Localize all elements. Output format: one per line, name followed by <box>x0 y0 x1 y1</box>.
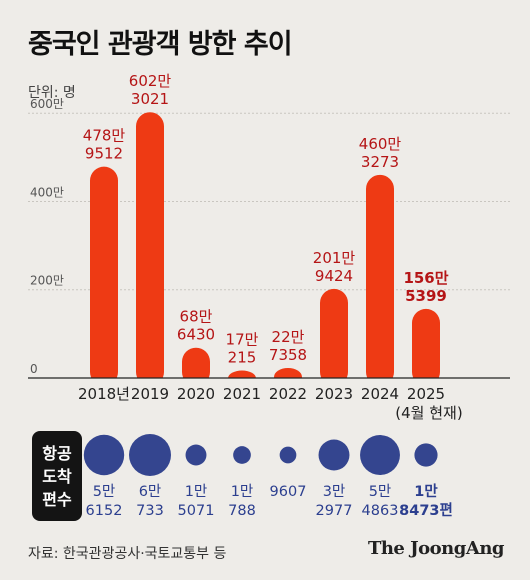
flight-value-label: 788 <box>228 503 256 519</box>
bar <box>136 112 164 387</box>
source-note: 자료: 한국관광공사·국토교통부 등 <box>28 546 227 562</box>
flight-circle <box>318 439 350 471</box>
flight-value-label: 1만 <box>185 483 208 500</box>
bar-value-label: 9424 <box>315 267 353 285</box>
flight-circle <box>233 446 251 464</box>
flight-value-label: 1만 <box>231 483 254 500</box>
flights-label-box: 항공 도착 편수 <box>32 431 82 521</box>
flight-circle <box>360 435 400 475</box>
bar-value-label: 602만 <box>129 72 172 90</box>
flight-value-label: 1만 <box>414 483 438 500</box>
bar <box>366 174 394 386</box>
bar-value-label: 478만 <box>83 127 126 145</box>
y-tick-label: 200만 <box>30 274 64 288</box>
flight-circle <box>129 434 171 476</box>
flight-value-label: 3만 <box>323 483 346 500</box>
bar-value-label: 9512 <box>85 145 123 163</box>
flight-value-label: 733 <box>136 503 164 519</box>
flight-value-label: 8473편 <box>399 502 453 519</box>
bar-value-label: 6430 <box>177 326 215 344</box>
x-tick-label: 2022 <box>269 385 307 403</box>
baseline-mask <box>28 378 510 388</box>
x-tick-label: 2024 <box>361 385 399 403</box>
flight-value-label: 6만 <box>139 483 162 500</box>
bar-value-label: 17만 <box>226 330 259 348</box>
bar <box>182 347 210 386</box>
bar-value-label: 3273 <box>361 153 399 171</box>
flight-value-label: 6152 <box>86 503 123 519</box>
x-tick-label: 2018년 <box>78 385 130 403</box>
flight-value-label: 5만 <box>369 483 392 500</box>
bar-value-label: 215 <box>228 348 257 366</box>
flight-circle <box>414 443 438 467</box>
x-tick-label: 2020 <box>177 385 215 403</box>
flights-label-line: 항공 <box>42 443 72 463</box>
y-tick-label: 400만 <box>30 185 64 199</box>
x-tick-label: 2023 <box>315 385 353 403</box>
x-tick-label: 2025 <box>407 385 445 403</box>
flight-value-label: 2977 <box>316 503 353 519</box>
bar <box>90 166 118 386</box>
bar <box>412 308 440 386</box>
x-tick-note: (4월 현재) <box>395 404 462 422</box>
y-tick-label: 600만 <box>30 97 64 111</box>
flight-circle <box>279 446 297 464</box>
publisher-logo: The JoongAng <box>367 538 505 559</box>
bar <box>320 288 348 386</box>
chart-title: 중국인 관광객 방한 추이 <box>28 29 293 60</box>
flights-label-line: 편수 <box>42 489 72 509</box>
y-tick-label: 0 <box>30 362 38 376</box>
bar-value-label: 3021 <box>131 90 169 108</box>
flight-value-label: 5071 <box>178 503 215 519</box>
flight-circle <box>185 444 207 466</box>
x-tick-label: 2021 <box>223 385 261 403</box>
flight-value-label: 9607 <box>270 484 307 500</box>
flight-value-label: 4863 <box>362 503 399 519</box>
flight-circle <box>83 434 125 476</box>
x-tick-label: 2019 <box>131 385 169 403</box>
bar-value-label: 460만 <box>359 135 402 153</box>
bar-value-label: 22만 <box>272 328 305 346</box>
bar-value-label: 5399 <box>405 287 447 305</box>
flights-label-line: 도착 <box>42 466 72 486</box>
bar-value-label: 68만 <box>180 308 213 326</box>
bar-value-label: 7358 <box>269 346 307 364</box>
flight-value-label: 5만 <box>93 483 116 500</box>
bar-value-label: 201만 <box>313 249 356 267</box>
unit-label: 단위: 명 <box>28 85 76 101</box>
bar-value-label: 156만 <box>403 269 448 287</box>
